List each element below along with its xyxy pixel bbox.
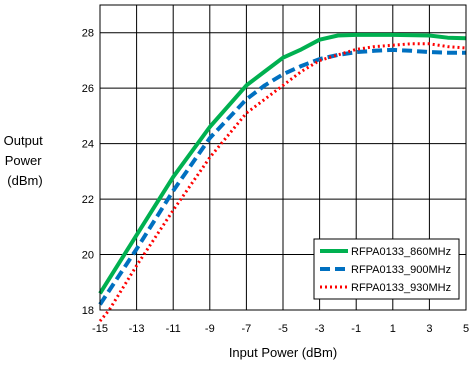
x-tick-label: -13 [129, 323, 145, 335]
x-tick-label: -7 [242, 323, 252, 335]
legend-label-3: RFPA0133_930MHz [351, 282, 451, 294]
x-tick-label: -3 [315, 323, 325, 335]
x-tick-label: -1 [351, 323, 361, 335]
y-axis-label-line-3: (dBm) [7, 173, 42, 188]
x-axis-label: Input Power (dBm) [229, 345, 337, 360]
x-tick-label: -15 [92, 323, 108, 335]
legend-label-1: RFPA0133_860MHz [351, 246, 451, 258]
y-axis-label-line-2: Power [5, 153, 43, 168]
x-tick-label: -5 [278, 323, 288, 335]
x-tick-label: -11 [166, 323, 181, 335]
chart-legend: RFPA0133_860MHz RFPA0133_900MHz RFPA0133_9… [314, 239, 459, 299]
y-axis-label: Output Power (dBm) [4, 133, 47, 188]
y-tick-label: 18 [82, 305, 94, 317]
y-axis-ticks: 18 20 22 24 26 28 [82, 28, 94, 317]
y-tick-label: 22 [82, 194, 94, 206]
y-tick-label: 20 [82, 250, 94, 262]
y-tick-label: 24 [82, 139, 94, 151]
y-tick-label: 28 [82, 28, 94, 40]
x-tick-label: 3 [426, 323, 432, 335]
y-axis-label-line-1: Output [4, 133, 43, 148]
x-tick-label: -9 [205, 323, 215, 335]
y-tick-label: 26 [82, 83, 94, 95]
x-axis-ticks: -15 -13 -11 -9 -7 -5 -3 -1 1 3 5 [92, 323, 469, 335]
x-tick-label: 1 [390, 323, 396, 335]
legend-label-2: RFPA0133_900MHz [351, 264, 451, 276]
x-tick-label: 5 [463, 323, 469, 335]
